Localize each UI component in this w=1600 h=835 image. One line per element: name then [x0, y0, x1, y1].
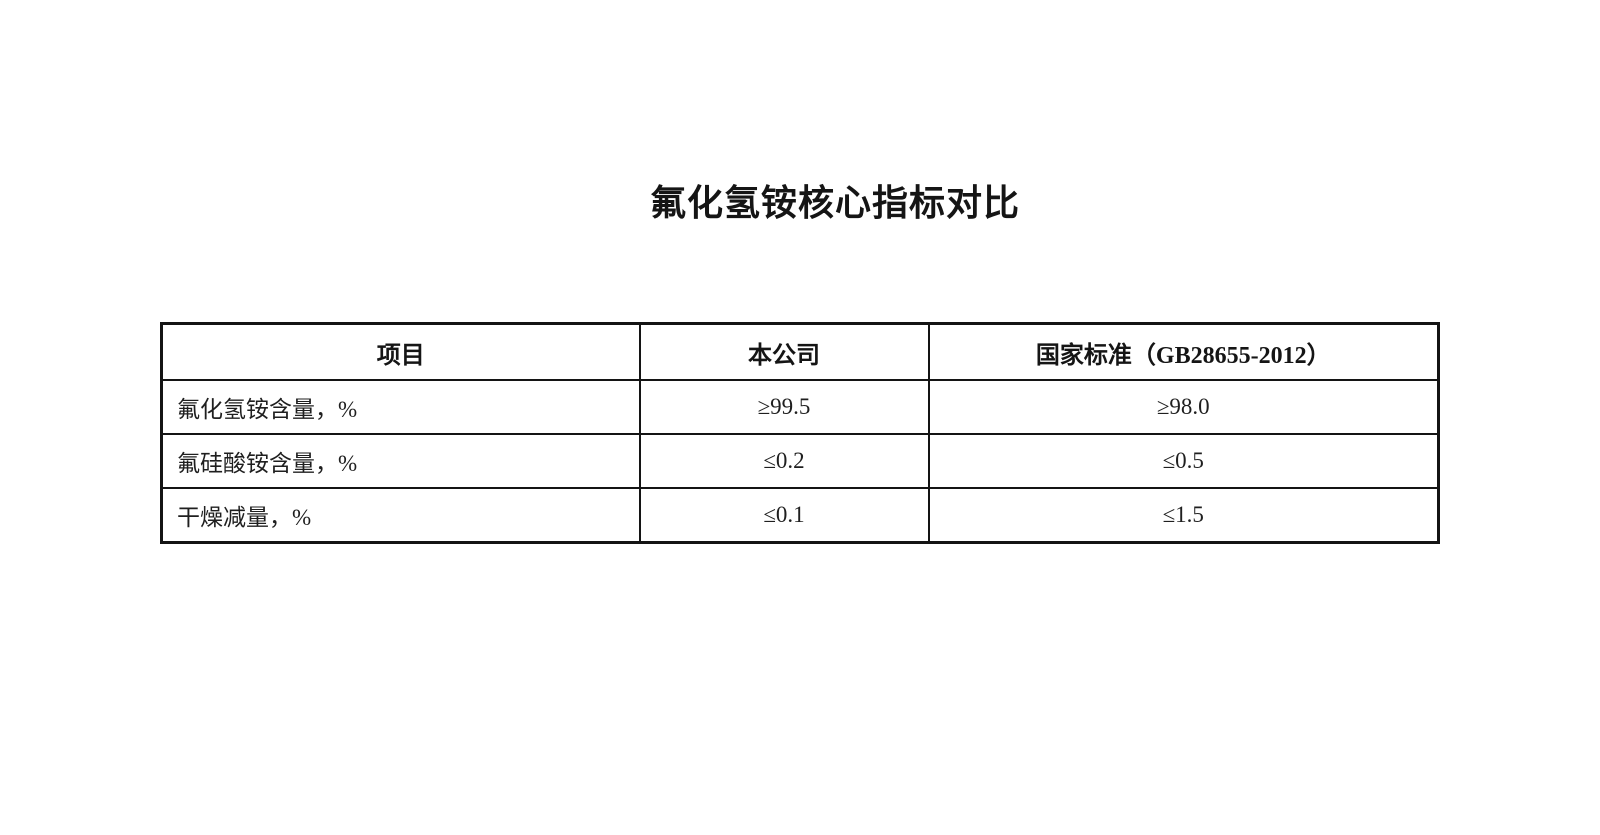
cell-item: 氟硅酸铵含量，%	[160, 433, 641, 489]
column-header-item: 项目	[160, 322, 641, 381]
table-row: 氟化氢铵含量，% ≥99.5 ≥98.0	[160, 379, 1440, 435]
cell-standard-value: ≤0.5	[927, 433, 1440, 489]
column-header-standard: 国家标准（GB28655-2012）	[927, 322, 1440, 381]
table-header-row: 项目 本公司 国家标准（GB28655-2012）	[160, 322, 1440, 381]
comparison-table: 项目 本公司 国家标准（GB28655-2012） 氟化氢铵含量，% ≥99.5…	[160, 322, 1440, 544]
cell-standard-value: ≤1.5	[927, 487, 1440, 544]
cell-item: 氟化氢铵含量，%	[160, 379, 641, 435]
cell-standard-value: ≥98.0	[927, 379, 1440, 435]
cell-item: 干燥减量，%	[160, 487, 641, 544]
page-title: 氟化氢铵核心指标对比	[649, 183, 1020, 223]
cell-company-value: ≤0.1	[638, 487, 930, 544]
column-header-company: 本公司	[638, 322, 930, 381]
table-row: 干燥减量，% ≤0.1 ≤1.5	[160, 487, 1440, 544]
cell-company-value: ≥99.5	[638, 379, 930, 435]
cell-company-value: ≤0.2	[638, 433, 930, 489]
table-row: 氟硅酸铵含量，% ≤0.2 ≤0.5	[160, 433, 1440, 489]
